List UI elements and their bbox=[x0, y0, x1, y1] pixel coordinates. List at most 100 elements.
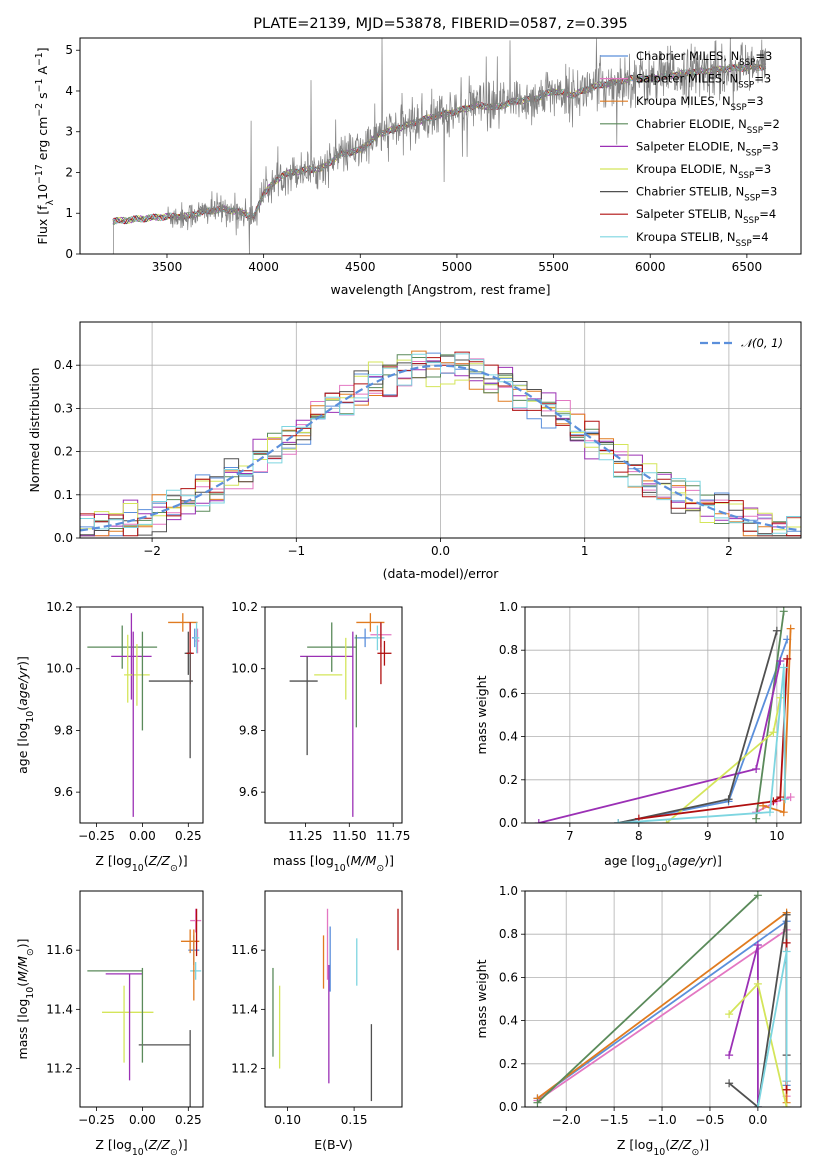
weight-marker bbox=[782, 1085, 791, 1094]
x-tick-label: −0.25 bbox=[78, 1113, 115, 1127]
x-tick-label: −0.25 bbox=[78, 829, 115, 843]
y-tick-label: 4 bbox=[65, 84, 73, 98]
y-tick-label: 0.0 bbox=[499, 1100, 518, 1114]
x-axis-label: wavelength [Angstrom, rest frame] bbox=[330, 282, 550, 297]
x-tick-label: 0.0 bbox=[748, 1113, 767, 1127]
weight-line-chabrier-elodie bbox=[755, 611, 785, 819]
y-tick-label: 0.8 bbox=[499, 927, 518, 941]
legend-label: Kroupa ELODIE, NSSP=3 bbox=[636, 162, 771, 181]
weight-line-kroupa-stelib bbox=[618, 667, 786, 823]
y-tick-label: 0.6 bbox=[499, 686, 518, 700]
y-tick-label: 0.2 bbox=[499, 1057, 518, 1071]
weight-marker bbox=[782, 947, 791, 956]
legend-label: Chabrier MILES, NSSP=3 bbox=[636, 49, 772, 68]
plot-area bbox=[525, 891, 801, 1107]
y-tick-label: 11.2 bbox=[231, 1062, 258, 1076]
panel-age_vs_Z: −0.25 0.00 0.25 9.6 9.8 10.0 10.2 Z [log10(Z/Z⊙… bbox=[15, 600, 204, 874]
x-axis-label: (data-model)/error bbox=[383, 566, 500, 581]
x-tick-label: −0.5 bbox=[695, 1113, 724, 1127]
x-tick-label: 0.0 bbox=[431, 544, 450, 558]
weight-marker bbox=[782, 1103, 791, 1107]
y-tick-label: 0.0 bbox=[499, 816, 518, 830]
legend-label: 𝒩(0, 1) bbox=[741, 336, 783, 350]
weight-marker bbox=[786, 624, 795, 633]
weight-line-chabrier-elodie bbox=[536, 894, 759, 1104]
axes-frame bbox=[264, 890, 403, 1108]
axes-frame bbox=[79, 37, 802, 255]
x-tick-label: 2 bbox=[725, 544, 733, 558]
x-tick-label: 6000 bbox=[635, 260, 666, 274]
x-axis-label: E(B-V) bbox=[314, 1137, 353, 1152]
x-tick-label: −2.0 bbox=[552, 1113, 581, 1127]
x-axis-label: mass [log10(M/M⊙)] bbox=[273, 853, 394, 874]
plot-area bbox=[289, 613, 392, 817]
y-tick-label: 0.1 bbox=[54, 488, 73, 502]
weight-marker bbox=[753, 979, 762, 988]
x-tick-label: 0.15 bbox=[341, 1113, 368, 1127]
weight-marker bbox=[753, 1103, 762, 1107]
y-tick-label: 10.2 bbox=[46, 600, 73, 614]
x-tick-label: 11.50 bbox=[332, 829, 366, 843]
weight-marker bbox=[753, 891, 762, 900]
panel-weight_vs_Z: −2.0 −1.5 −1.0 −0.5 0.0 0.0 0.2 0.4 0.6 0.8 1.0 Z [… bbox=[474, 884, 802, 1158]
x-axis-label: age [log10(age/yr)] bbox=[604, 853, 722, 874]
panel-age_vs_mass: 11.25 11.50 11.75 9.6 9.8 10.0 10.2 mass [log10… bbox=[231, 600, 410, 874]
weight-marker bbox=[776, 793, 785, 802]
x-tick-label: 4500 bbox=[345, 260, 376, 274]
y-tick-label: 0.6 bbox=[499, 970, 518, 984]
weight-marker bbox=[776, 657, 785, 665]
axes-frame bbox=[79, 890, 204, 1108]
legend-label: Chabrier ELODIE, NSSP=2 bbox=[636, 117, 780, 136]
x-tick-label: 7 bbox=[566, 829, 574, 843]
weight-marker bbox=[725, 1010, 734, 1019]
panel-spectrum: 3500 4000 4500 5000 5500 6000 6500 0 1 2 3 4 5 Chabri… bbox=[34, 16, 802, 297]
x-tick-label: 3500 bbox=[152, 260, 183, 274]
gaussian-curve bbox=[80, 364, 799, 532]
y-tick-label: 0.4 bbox=[499, 730, 518, 744]
x-tick-label: −2 bbox=[143, 544, 161, 558]
weight-marker bbox=[781, 795, 790, 804]
y-tick-label: 0.0 bbox=[54, 531, 73, 545]
y-tick-label: 10.0 bbox=[231, 662, 258, 676]
axes-frame bbox=[524, 606, 802, 824]
weight-marker bbox=[783, 654, 792, 663]
weight-marker bbox=[769, 728, 778, 737]
x-tick-label: −1.0 bbox=[647, 1113, 676, 1127]
weight-marker bbox=[779, 808, 788, 817]
y-axis-label: mass weight bbox=[474, 675, 489, 754]
x-tick-label: 0.00 bbox=[129, 829, 156, 843]
y-tick-label: 2 bbox=[65, 165, 73, 179]
y-tick-label: 0.3 bbox=[54, 401, 73, 415]
weight-marker bbox=[534, 819, 543, 823]
axes-frame bbox=[79, 321, 802, 539]
y-tick-label: 11.6 bbox=[46, 943, 73, 957]
legend-label: Salpeter MILES, NSSP=3 bbox=[636, 72, 771, 91]
y-axis-label: Normed distribution bbox=[27, 368, 42, 493]
y-tick-label: 0.2 bbox=[499, 773, 518, 787]
legend-label: Chabrier STELIB, NSSP=3 bbox=[636, 185, 777, 204]
weight-marker bbox=[533, 1098, 542, 1107]
panel-mass_vs_ebv: 0.10 0.15 11.2 11.4 11.6 E(B-V) bbox=[231, 890, 403, 1152]
x-tick-label: 0.25 bbox=[175, 1113, 202, 1127]
plot-area bbox=[80, 322, 801, 538]
weight-marker bbox=[779, 607, 788, 616]
panel-mass_vs_Z: −0.25 0.00 0.25 11.2 11.4 11.6 Z [log10(Z/Z⊙)]… bbox=[15, 890, 204, 1158]
x-tick-label: 9 bbox=[704, 829, 712, 843]
y-tick-label: 0 bbox=[65, 247, 73, 261]
x-tick-label: 0.00 bbox=[129, 1113, 156, 1127]
weight-marker bbox=[724, 795, 733, 804]
y-axis-label: mass weight bbox=[474, 959, 489, 1038]
weight-line-kroupa-stelib bbox=[757, 951, 788, 1107]
y-tick-label: 1 bbox=[65, 206, 73, 220]
x-tick-label: 6500 bbox=[732, 260, 763, 274]
weight-marker bbox=[765, 808, 774, 817]
y-tick-label: 10.2 bbox=[231, 600, 258, 614]
x-tick-label: 5000 bbox=[442, 260, 473, 274]
histogram-salpeter-stelib bbox=[80, 351, 801, 537]
x-tick-label: 8 bbox=[635, 829, 643, 843]
y-tick-label: 5 bbox=[65, 43, 73, 57]
y-tick-label: 11.4 bbox=[46, 1002, 73, 1016]
y-tick-label: 1.0 bbox=[499, 884, 518, 898]
data-spectrum-line bbox=[112, 38, 767, 254]
weight-marker bbox=[782, 1077, 791, 1086]
